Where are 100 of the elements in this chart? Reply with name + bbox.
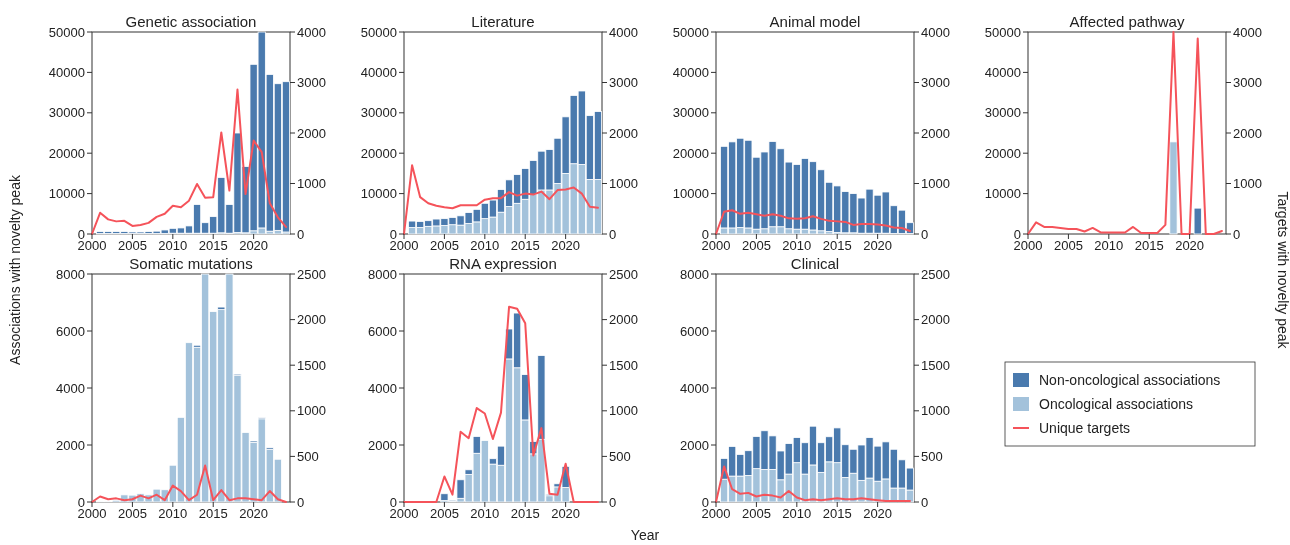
chart-title: Clinical <box>790 255 840 272</box>
y2-tick-label: 2500 <box>609 266 638 282</box>
x-tick-label: 2015 <box>822 238 852 253</box>
chart-title: Affected pathway <box>1069 13 1185 30</box>
y-tick-label: 2000 <box>56 437 85 453</box>
y-tick-label: 8000 <box>56 266 85 282</box>
x-tick-label: 2015 <box>198 506 228 521</box>
y2-tick-label: 1000 <box>1233 176 1262 192</box>
y-tick-label: 50000 <box>360 24 397 40</box>
y2-tick-label: 0 <box>297 494 305 510</box>
x-tick-label: 2010 <box>470 506 500 521</box>
y2-tick-label: 0 <box>609 494 617 510</box>
x-tick-label: 2020 <box>863 506 893 521</box>
y-tick-label: 8000 <box>680 266 709 282</box>
y2-tick-label: 1500 <box>297 357 326 373</box>
y2-tick-label: 1000 <box>297 176 326 192</box>
y2-tick-label: 1000 <box>609 403 638 419</box>
y-tick-label: 0 <box>389 226 397 242</box>
y2-tick-label: 4000 <box>609 24 638 40</box>
y-tick-label: 40000 <box>48 64 85 80</box>
y-tick-label: 0 <box>701 226 709 242</box>
y2-tick-label: 2500 <box>297 266 326 282</box>
x-tick-label: 2020 <box>239 506 269 521</box>
x-tick-label: 2010 <box>1094 238 1124 253</box>
y-tick-label: 6000 <box>680 323 709 339</box>
x-tick-label: 2010 <box>782 238 812 253</box>
y-tick-label: 50000 <box>48 24 85 40</box>
x-tick-label: 2015 <box>198 238 228 253</box>
y-tick-label: 0 <box>389 494 397 510</box>
x-tick-label: 2020 <box>239 238 269 253</box>
y-tick-label: 6000 <box>368 323 397 339</box>
y-tick-label: 4000 <box>56 380 85 396</box>
y2-tick-label: 0 <box>921 494 929 510</box>
y-tick-label: 2000 <box>368 437 397 453</box>
y2-tick-label: 0 <box>609 226 617 242</box>
x-tick-label: 2005 <box>429 238 459 253</box>
y-tick-label: 30000 <box>360 105 397 121</box>
y-tick-label: 40000 <box>984 64 1021 80</box>
y-tick-label: 20000 <box>672 145 709 161</box>
y-tick-label: 50000 <box>672 24 709 40</box>
y2-tick-label: 3000 <box>921 75 950 91</box>
x-tick-label: 2005 <box>1053 238 1083 253</box>
y2-tick-label: 2000 <box>921 312 950 328</box>
y-tick-label: 30000 <box>672 105 709 121</box>
x-tick-label: 2010 <box>158 506 188 521</box>
y-tick-label: 20000 <box>360 145 397 161</box>
y2-tick-label: 2000 <box>921 125 950 141</box>
y2-tick-label: 2000 <box>609 125 638 141</box>
y2-tick-label: 4000 <box>297 24 326 40</box>
y2-tick-label: 3000 <box>609 75 638 91</box>
x-tick-label: 2005 <box>429 506 459 521</box>
y2-tick-label: 0 <box>921 226 929 242</box>
x-tick-label: 2015 <box>510 238 540 253</box>
x-tick-label: 2020 <box>1175 238 1205 253</box>
y-tick-label: 8000 <box>368 266 397 282</box>
x-tick-label: 2020 <box>551 238 581 253</box>
y2-tick-label: 500 <box>921 448 943 464</box>
y-axis-title: Associations with novelty peak <box>7 174 23 365</box>
y-tick-label: 50000 <box>984 24 1021 40</box>
y2-tick-label: 4000 <box>1233 24 1262 40</box>
x-tick-label: 2020 <box>863 238 893 253</box>
y-tick-label: 10000 <box>984 186 1021 202</box>
x-tick-label: 2015 <box>510 506 540 521</box>
y-tick-label: 10000 <box>48 186 85 202</box>
legend-label: Oncological associations <box>1039 395 1194 412</box>
y2-tick-label: 1000 <box>921 403 950 419</box>
y2-tick-label: 2000 <box>297 312 326 328</box>
y2-tick-label: 2000 <box>1233 125 1262 141</box>
y2-tick-label: 500 <box>609 448 631 464</box>
y2-tick-label: 1500 <box>609 357 638 373</box>
y-tick-label: 40000 <box>672 64 709 80</box>
y-tick-label: 4000 <box>368 380 397 396</box>
y2-tick-label: 0 <box>297 226 305 242</box>
chart-title: RNA expression <box>449 255 557 272</box>
y-tick-label: 6000 <box>56 323 85 339</box>
chart-title: Somatic mutations <box>129 255 253 272</box>
x-tick-label: 2015 <box>1134 238 1164 253</box>
y2-tick-label: 2000 <box>609 312 638 328</box>
y2-tick-label: 1000 <box>609 176 638 192</box>
y-tick-label: 2000 <box>680 437 709 453</box>
y2-tick-label: 3000 <box>297 75 326 91</box>
y-tick-label: 40000 <box>360 64 397 80</box>
chart-title: Literature <box>471 13 535 30</box>
y2-tick-label: 3000 <box>1233 75 1262 91</box>
y2-tick-label: 2500 <box>921 266 950 282</box>
y-tick-label: 0 <box>77 226 85 242</box>
y-tick-label: 0 <box>701 494 709 510</box>
x-tick-label: 2020 <box>551 506 581 521</box>
chart-title: Genetic association <box>125 13 257 30</box>
y2-tick-label: 1000 <box>921 176 950 192</box>
y2-tick-label: 0 <box>1233 226 1241 242</box>
y-tick-label: 0 <box>77 494 85 510</box>
y-tick-label: 20000 <box>984 145 1021 161</box>
y-tick-label: 10000 <box>672 186 709 202</box>
y-tick-label: 10000 <box>360 186 397 202</box>
x-tick-label: 2010 <box>158 238 188 253</box>
x-tick-label: 2005 <box>117 506 147 521</box>
x-tick-label: 2010 <box>470 238 500 253</box>
y2-tick-label: 1500 <box>921 357 950 373</box>
legend-label: Non-oncological associations <box>1039 371 1221 388</box>
